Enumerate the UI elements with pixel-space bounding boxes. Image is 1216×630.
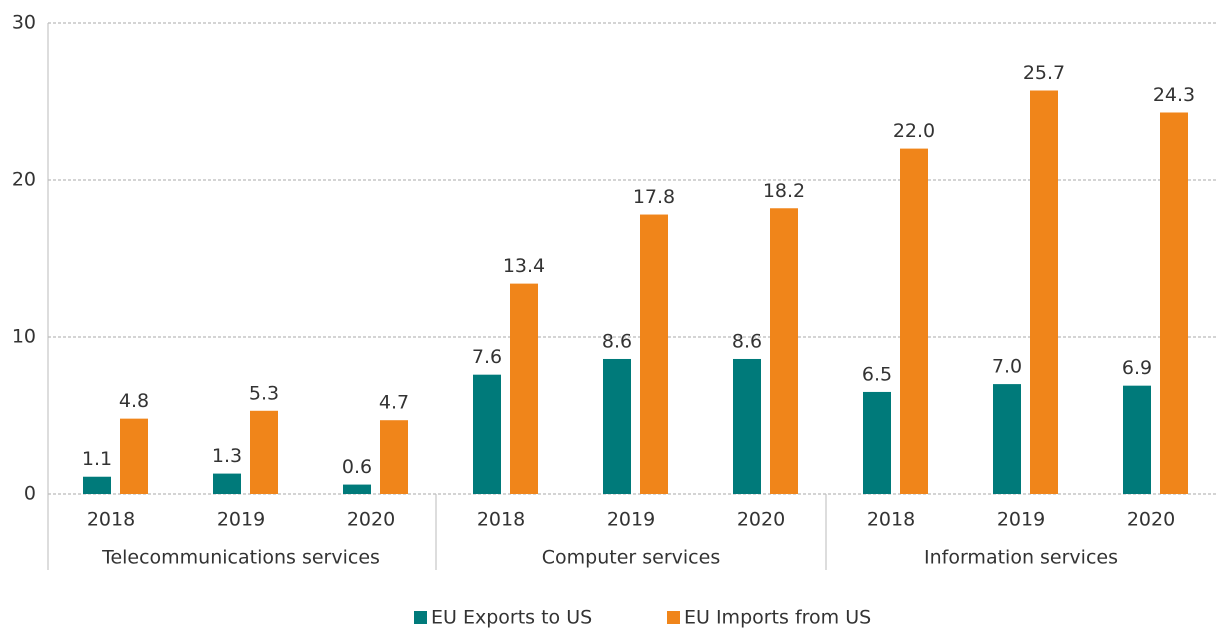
value-label: 25.7: [1023, 62, 1065, 84]
x-tick-label: 2018: [87, 509, 135, 531]
bar: [863, 391, 891, 494]
bar: [473, 374, 501, 494]
value-label: 17.8: [633, 186, 675, 208]
value-label: 7.0: [992, 356, 1022, 378]
x-tick-label: 2018: [867, 509, 915, 531]
value-label: 22.0: [893, 120, 935, 142]
y-tick-label: 30: [12, 12, 36, 34]
bar: [640, 214, 668, 495]
bar: [733, 358, 761, 494]
bar: [343, 484, 371, 494]
value-label: 4.7: [379, 392, 409, 414]
value-label: 6.5: [862, 363, 892, 385]
y-tick-label: 0: [24, 483, 36, 505]
x-tick-label: 2019: [217, 509, 265, 531]
group-label: Computer services: [542, 547, 720, 569]
value-label: 18.2: [763, 180, 805, 202]
bar: [510, 283, 538, 494]
legend-swatch: [667, 611, 680, 624]
bar: [603, 358, 631, 494]
bar: [1123, 385, 1151, 494]
value-label: 4.8: [119, 390, 149, 412]
x-tick-label: 2020: [1127, 509, 1175, 531]
x-tick-label: 2020: [347, 509, 395, 531]
x-tick-label: 2018: [477, 509, 525, 531]
value-label: 1.3: [212, 445, 242, 467]
value-label: 6.9: [1122, 357, 1152, 379]
value-label: 13.4: [503, 255, 545, 277]
x-tick-label: 2020: [737, 509, 785, 531]
bar: [1030, 90, 1058, 494]
bar: [993, 384, 1021, 494]
value-label: 1.1: [82, 448, 112, 470]
legend-swatch: [414, 611, 427, 624]
bar: [250, 410, 278, 494]
legend-label: EU Exports to US: [431, 607, 592, 629]
bar: [900, 148, 928, 494]
bar: [380, 420, 408, 494]
value-label: 24.3: [1153, 84, 1195, 106]
x-tick-label: 2019: [607, 509, 655, 531]
bar: [1160, 112, 1188, 495]
bar: [213, 473, 241, 494]
value-label: 0.6: [342, 456, 372, 478]
value-label: 5.3: [249, 382, 279, 404]
value-label: 7.6: [472, 346, 502, 368]
y-tick-label: 10: [12, 326, 36, 348]
x-tick-label: 2019: [997, 509, 1045, 531]
group-label: Telecommunications services: [101, 547, 380, 569]
bar: [770, 208, 798, 494]
bar: [120, 418, 148, 494]
value-label: 8.6: [602, 330, 632, 352]
legend-label: EU Imports from US: [684, 607, 871, 629]
bar: [83, 476, 111, 494]
value-label: 8.6: [732, 330, 762, 352]
y-tick-label: 20: [12, 169, 36, 191]
group-label: Information services: [924, 547, 1118, 569]
